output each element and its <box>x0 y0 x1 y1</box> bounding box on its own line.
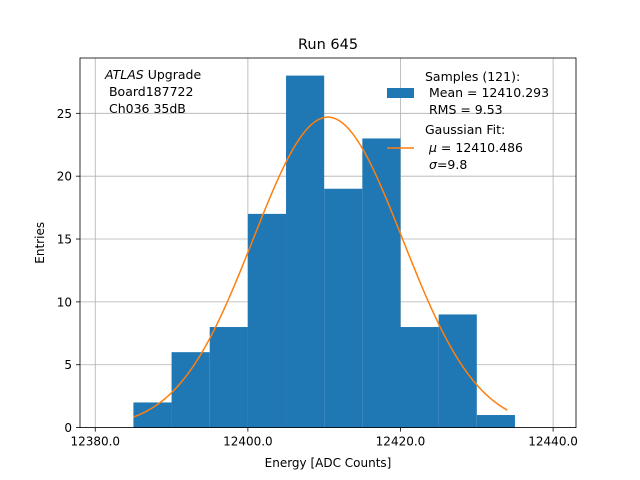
y-tick-label: 15 <box>57 233 72 247</box>
y-tick-label: 10 <box>57 295 72 309</box>
histogram-bar <box>400 327 439 428</box>
y-tick-label: 20 <box>57 170 72 184</box>
legend-sigma-value: =9.8 <box>437 157 467 172</box>
info-line-atlas: ATLAS Upgrade <box>104 67 201 82</box>
histogram-bar <box>324 188 363 428</box>
x-tick-label: 12400.0 <box>223 435 273 449</box>
histogram-bar <box>362 138 401 428</box>
x-tick-label: 12440.0 <box>528 435 578 449</box>
legend-mu-symbol: μ <box>428 140 437 155</box>
histogram-bar <box>476 415 515 428</box>
x-tick-label: 12380.0 <box>70 435 120 449</box>
gaussian-fit-curve <box>133 116 508 418</box>
legend-mu-value: = 12410.486 <box>437 140 523 155</box>
y-axis-label: Entries <box>33 222 47 264</box>
legend-samples-swatch <box>387 88 414 98</box>
info-box: ATLAS Upgrade Board187722 Ch036 35dB <box>104 67 201 116</box>
info-line-channel: Ch036 35dB <box>105 101 186 116</box>
y-tick-label: 0 <box>64 421 72 435</box>
plot-frame <box>79 57 577 429</box>
histogram-bar <box>209 327 248 428</box>
y-axis-ticks: 0 5 10 15 20 25 <box>57 107 80 435</box>
chart-title: Run 645 <box>298 37 358 53</box>
legend: Samples (121): Mean = 12410.293 RMS = 9.… <box>387 69 549 172</box>
legend-sigma-symbol: σ <box>429 157 438 172</box>
legend-samples-mean: Mean = 12410.293 <box>425 85 549 100</box>
y-tick-label: 5 <box>64 358 72 372</box>
x-axis-ticks: 12380.0 12400.0 12420.0 12440.0 <box>70 427 578 449</box>
histogram-bar <box>286 75 325 428</box>
x-axis-label: Energy [ADC Counts] <box>265 456 392 470</box>
legend-fit-mu: μ = 12410.486 <box>428 140 523 155</box>
histogram-bar <box>171 352 210 428</box>
histogram-bar <box>247 213 287 428</box>
histogram-bar <box>438 314 477 428</box>
legend-fit-sigma: σ=9.8 <box>429 157 467 172</box>
info-upgrade: Upgrade <box>144 67 202 82</box>
legend-fit-title: Gaussian Fit: <box>425 122 505 137</box>
y-tick-label: 25 <box>57 107 72 121</box>
legend-samples-title: Samples (121): <box>425 69 520 84</box>
info-line-board: Board187722 <box>105 84 193 99</box>
histogram-bars <box>133 75 515 428</box>
legend-samples-rms: RMS = 9.53 <box>425 102 503 117</box>
x-tick-label: 12420.0 <box>376 435 426 449</box>
info-atlas-italic: ATLAS <box>104 67 144 82</box>
